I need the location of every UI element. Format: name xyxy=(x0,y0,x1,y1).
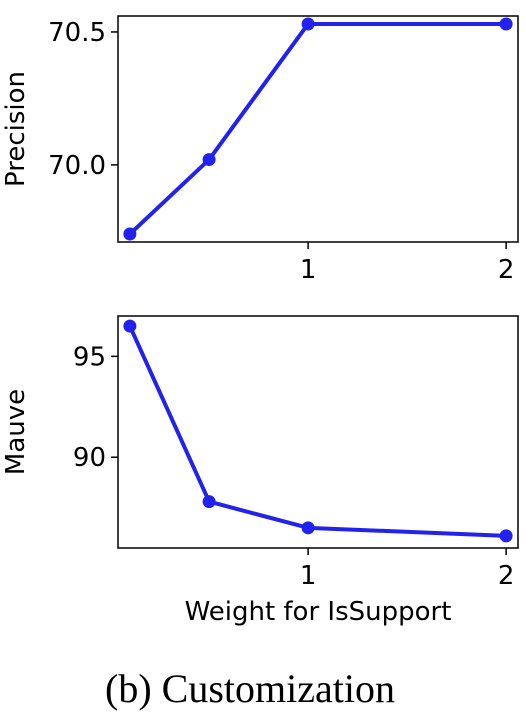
x-tick-label: 2 xyxy=(498,255,515,285)
data-point xyxy=(301,17,315,31)
y-tick-label: 70.5 xyxy=(48,18,106,48)
precision-chart: 1 2 70.0 70.5 Precision xyxy=(1,15,519,285)
figure-caption: (b) Customization xyxy=(105,666,395,711)
y-tick-label: 90 xyxy=(73,443,106,473)
data-point xyxy=(499,529,513,543)
data-point xyxy=(202,153,216,167)
data-point xyxy=(202,495,216,509)
x-axis-label: Weight for IsSupport xyxy=(185,597,452,627)
y-axis-label: Precision xyxy=(1,71,31,187)
mauve-chart: 1 2 90 95 Mauve Weight for IsSupport xyxy=(1,315,519,627)
x-tick-label: 2 xyxy=(498,561,515,591)
plot-frame xyxy=(117,15,519,243)
y-axis-label: Mauve xyxy=(1,389,31,475)
plot-frame xyxy=(117,315,519,549)
data-point xyxy=(123,319,137,333)
data-point xyxy=(499,17,513,31)
y-tick-label: 95 xyxy=(73,342,106,372)
series-line xyxy=(128,21,507,236)
series-line xyxy=(128,325,507,538)
y-tick-label: 70.0 xyxy=(48,151,106,181)
x-tick-label: 1 xyxy=(300,561,317,591)
data-point xyxy=(123,227,137,241)
x-tick-label: 1 xyxy=(300,255,317,285)
data-point xyxy=(301,521,315,535)
